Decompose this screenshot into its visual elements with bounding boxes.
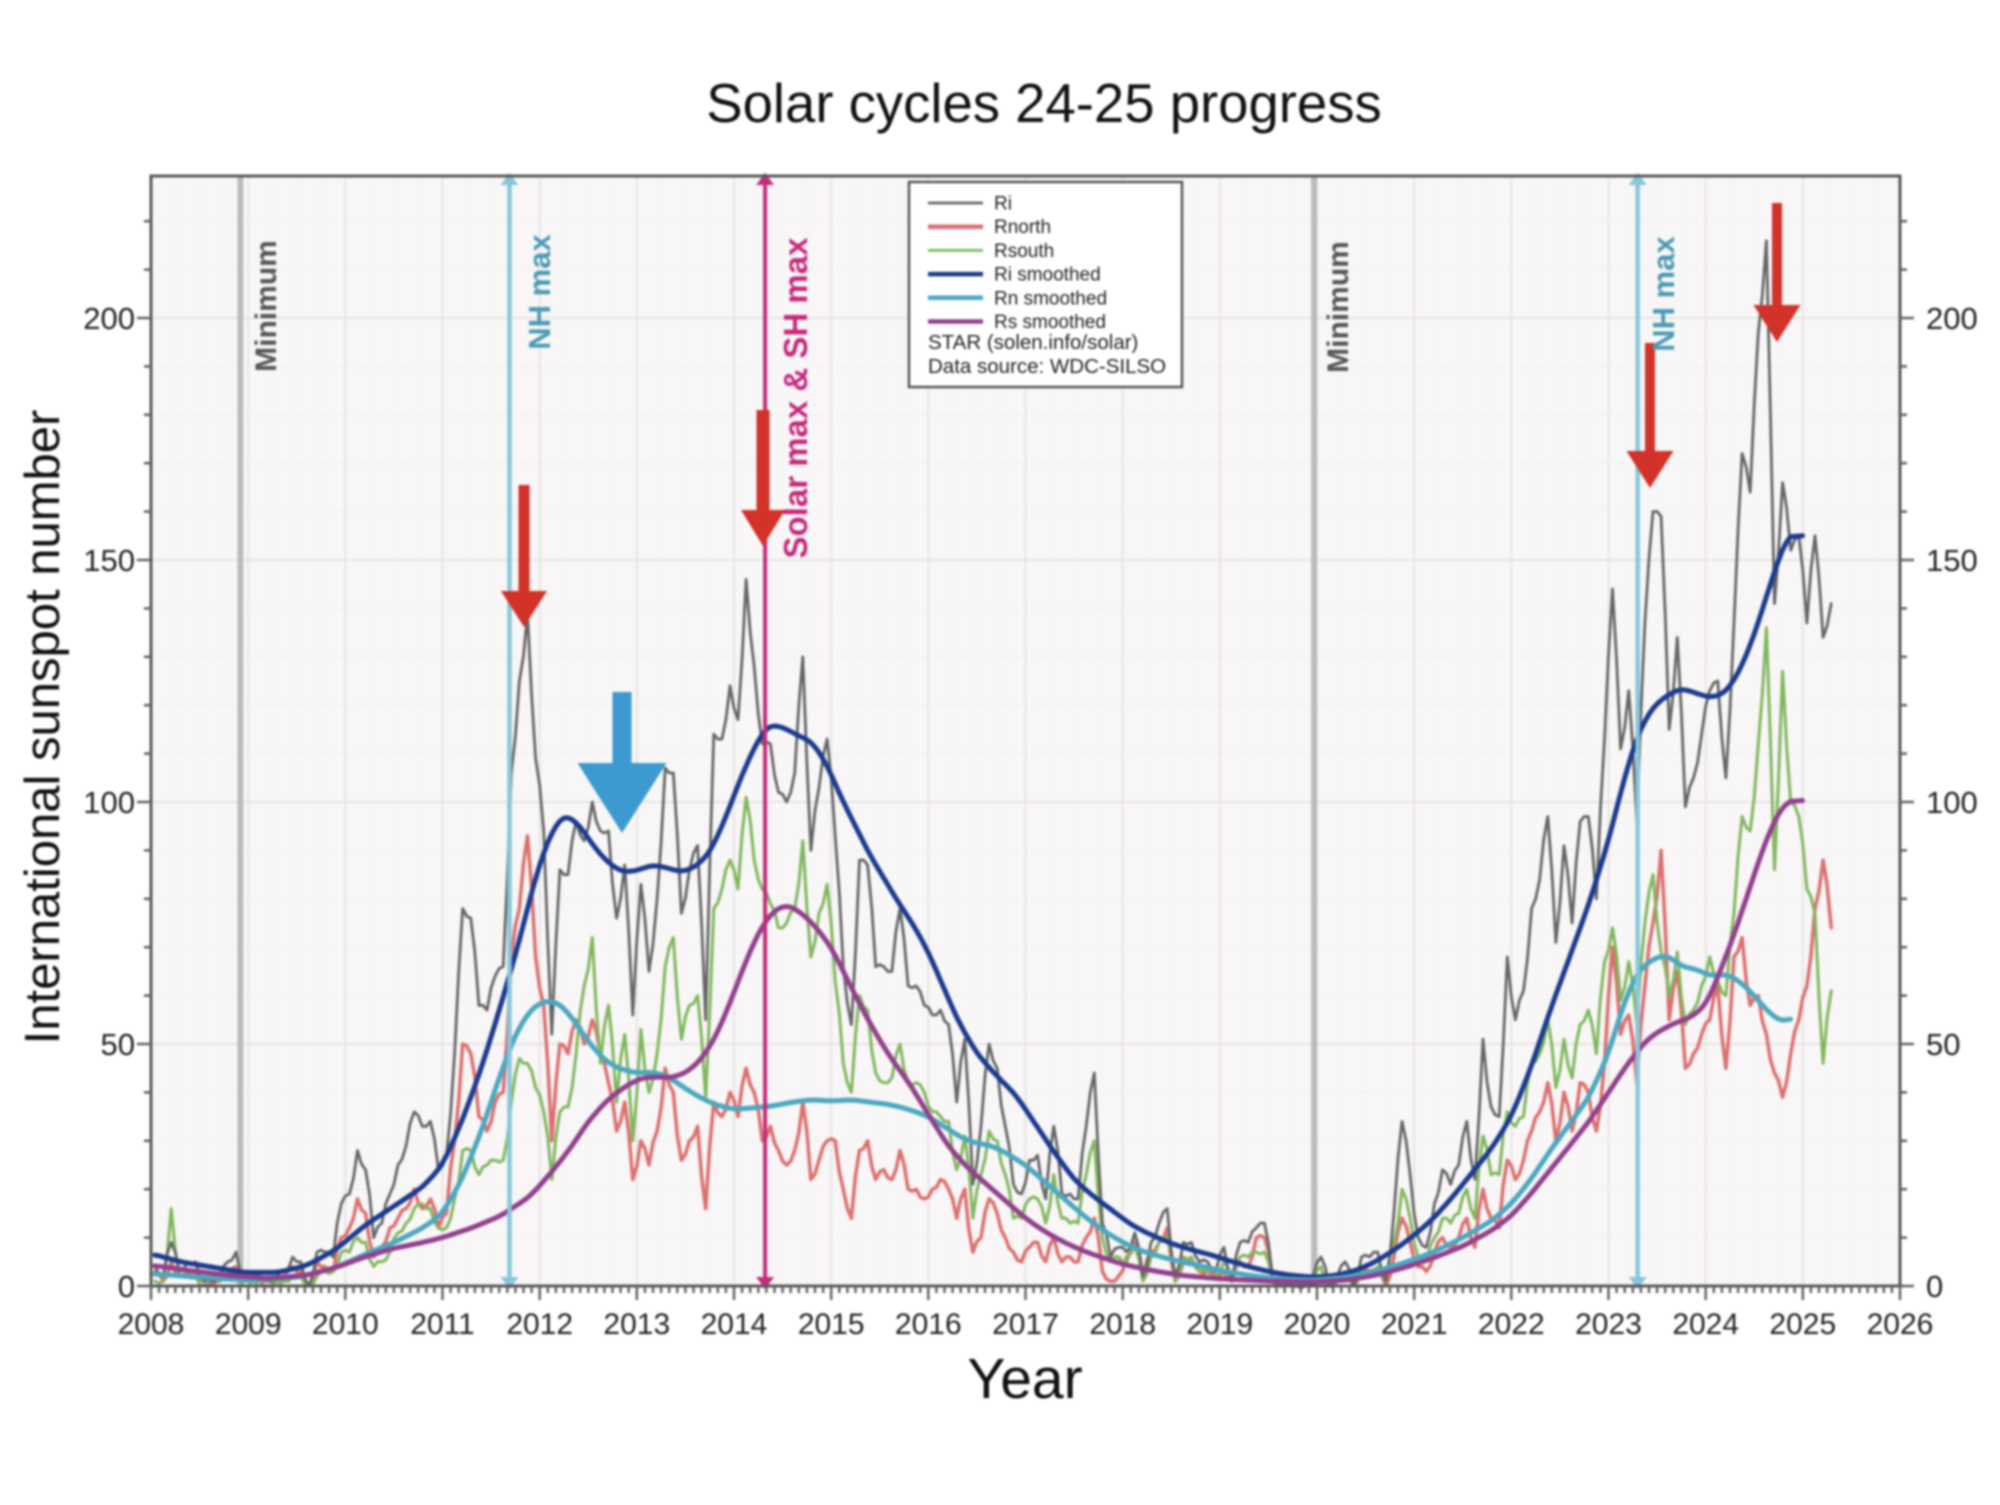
svg-text:2010: 2010 xyxy=(312,1308,379,1341)
svg-text:2021: 2021 xyxy=(1381,1308,1448,1341)
svg-text:NH max: NH max xyxy=(1646,236,1681,352)
svg-text:2013: 2013 xyxy=(603,1308,670,1341)
svg-text:2020: 2020 xyxy=(1284,1308,1351,1341)
svg-text:Rn smoothed: Rn smoothed xyxy=(994,288,1107,309)
svg-text:0: 0 xyxy=(1926,1269,1943,1304)
svg-text:Year: Year xyxy=(967,1347,1082,1411)
svg-text:150: 150 xyxy=(83,543,135,578)
svg-text:Solar max & SH max: Solar max & SH max xyxy=(777,237,814,559)
svg-text:2019: 2019 xyxy=(1186,1308,1253,1341)
svg-text:International sunspot number: International sunspot number xyxy=(16,410,70,1045)
svg-text:Solar cycles 24-25 progress: Solar cycles 24-25 progress xyxy=(706,73,1382,134)
svg-text:200: 200 xyxy=(83,301,135,336)
svg-text:Ri smoothed: Ri smoothed xyxy=(994,265,1101,286)
svg-text:0: 0 xyxy=(118,1269,135,1304)
svg-text:Data source: WDC-SILSO: Data source: WDC-SILSO xyxy=(928,355,1166,378)
svg-text:STAR (solen.info/solar): STAR (solen.info/solar) xyxy=(928,331,1138,354)
svg-text:Minimum: Minimum xyxy=(250,240,283,372)
svg-text:2014: 2014 xyxy=(701,1308,768,1341)
svg-text:50: 50 xyxy=(101,1027,135,1062)
svg-text:2024: 2024 xyxy=(1672,1308,1739,1341)
svg-text:2022: 2022 xyxy=(1478,1308,1545,1341)
svg-text:NH max: NH max xyxy=(522,234,557,350)
svg-text:2011: 2011 xyxy=(410,1308,475,1341)
svg-text:100: 100 xyxy=(83,785,135,820)
svg-text:Rs smoothed: Rs smoothed xyxy=(994,312,1106,333)
svg-text:150: 150 xyxy=(1926,543,1978,578)
svg-text:2008: 2008 xyxy=(118,1308,185,1341)
svg-text:Minimum: Minimum xyxy=(1322,241,1355,373)
svg-text:2018: 2018 xyxy=(1089,1308,1156,1341)
svg-text:2015: 2015 xyxy=(798,1308,865,1341)
svg-text:Rsouth: Rsouth xyxy=(994,241,1054,262)
svg-text:2016: 2016 xyxy=(895,1308,962,1341)
svg-text:2025: 2025 xyxy=(1769,1308,1836,1341)
svg-text:2023: 2023 xyxy=(1575,1308,1642,1341)
svg-text:50: 50 xyxy=(1926,1027,1960,1062)
svg-text:2009: 2009 xyxy=(215,1308,282,1341)
svg-text:200: 200 xyxy=(1926,301,1978,336)
svg-text:2012: 2012 xyxy=(506,1308,573,1341)
svg-text:2017: 2017 xyxy=(992,1308,1059,1341)
svg-text:2026: 2026 xyxy=(1867,1308,1934,1341)
svg-text:100: 100 xyxy=(1926,785,1978,820)
svg-text:Rnorth: Rnorth xyxy=(994,217,1051,238)
svg-text:Ri: Ri xyxy=(994,194,1012,215)
